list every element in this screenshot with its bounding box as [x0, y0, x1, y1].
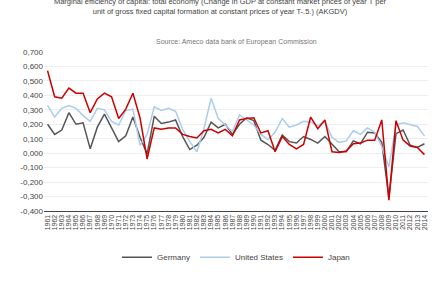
svg-text:2009: 2009 — [385, 215, 392, 231]
svg-text:1990: 1990 — [250, 215, 257, 231]
svg-text:1965: 1965 — [72, 215, 79, 231]
svg-text:1977: 1977 — [158, 215, 165, 231]
svg-text:1966: 1966 — [79, 215, 86, 231]
svg-text:2005: 2005 — [357, 215, 364, 231]
svg-text:1998: 1998 — [307, 215, 314, 231]
svg-text:-0,300: -0,300 — [20, 192, 43, 201]
svg-text:1984: 1984 — [207, 215, 214, 231]
svg-text:-0,100: -0,100 — [20, 163, 43, 172]
svg-text:1997: 1997 — [300, 215, 307, 231]
svg-text:Marginal efficiency of capital: Marginal efficiency of capital: total ec… — [54, 0, 387, 16]
svg-text:1976: 1976 — [150, 215, 157, 231]
svg-text:1985: 1985 — [214, 215, 221, 231]
svg-text:0,600: 0,600 — [23, 62, 44, 71]
svg-text:1993: 1993 — [271, 215, 278, 231]
svg-text:1963: 1963 — [58, 215, 65, 231]
svg-text:1992: 1992 — [264, 215, 271, 231]
svg-text:1994: 1994 — [278, 215, 285, 231]
svg-text:Source: Ameco data bank of Eur: Source: Ameco data bank of European Comm… — [156, 38, 317, 46]
svg-text:0,400: 0,400 — [23, 91, 44, 100]
svg-text:Germany: Germany — [157, 253, 190, 262]
svg-text:1978: 1978 — [165, 215, 172, 231]
svg-text:1980: 1980 — [179, 215, 186, 231]
svg-text:1973: 1973 — [129, 215, 136, 231]
svg-text:2014: 2014 — [421, 215, 428, 231]
svg-text:1969: 1969 — [101, 215, 108, 231]
svg-text:2004: 2004 — [350, 215, 357, 231]
svg-text:2007: 2007 — [371, 215, 378, 231]
svg-text:1995: 1995 — [286, 215, 293, 231]
svg-text:2003: 2003 — [342, 215, 349, 231]
svg-text:0,100: 0,100 — [23, 135, 44, 144]
svg-text:1999: 1999 — [314, 215, 321, 231]
svg-text:1962: 1962 — [51, 215, 58, 231]
svg-text:2008: 2008 — [378, 215, 385, 231]
svg-text:1971: 1971 — [115, 215, 122, 231]
svg-text:2013: 2013 — [414, 215, 421, 231]
svg-text:1987: 1987 — [229, 215, 236, 231]
svg-text:1968: 1968 — [94, 215, 101, 231]
svg-text:1979: 1979 — [172, 215, 179, 231]
svg-text:2002: 2002 — [335, 215, 342, 231]
svg-text:1961: 1961 — [44, 215, 51, 231]
svg-text:1986: 1986 — [222, 215, 229, 231]
svg-text:0,700: 0,700 — [23, 48, 44, 57]
svg-text:2001: 2001 — [328, 215, 335, 231]
svg-text:1989: 1989 — [243, 215, 250, 231]
svg-text:1991: 1991 — [257, 215, 264, 231]
svg-text:1964: 1964 — [65, 215, 72, 231]
svg-text:United States: United States — [235, 253, 283, 262]
svg-text:0,300: 0,300 — [23, 106, 44, 115]
svg-text:-0,400: -0,400 — [20, 207, 43, 216]
svg-text:2011: 2011 — [399, 215, 406, 230]
svg-text:1996: 1996 — [293, 215, 300, 231]
svg-text:0,000: 0,000 — [23, 149, 44, 158]
svg-text:1967: 1967 — [86, 215, 93, 231]
svg-text:2000: 2000 — [321, 215, 328, 231]
svg-text:-0,200: -0,200 — [20, 178, 43, 187]
svg-text:0,200: 0,200 — [23, 120, 44, 129]
svg-text:1983: 1983 — [200, 215, 207, 231]
svg-text:1975: 1975 — [143, 215, 150, 231]
svg-text:1988: 1988 — [236, 215, 243, 231]
svg-text:1981: 1981 — [186, 215, 193, 231]
svg-text:1972: 1972 — [122, 215, 129, 231]
svg-text:0,500: 0,500 — [23, 77, 44, 86]
svg-text:2012: 2012 — [406, 215, 413, 231]
svg-text:1974: 1974 — [136, 215, 143, 231]
svg-text:Japan: Japan — [328, 253, 350, 262]
svg-text:1970: 1970 — [108, 215, 115, 231]
svg-text:1982: 1982 — [193, 215, 200, 231]
svg-text:2006: 2006 — [364, 215, 371, 231]
svg-text:2010: 2010 — [392, 215, 399, 231]
